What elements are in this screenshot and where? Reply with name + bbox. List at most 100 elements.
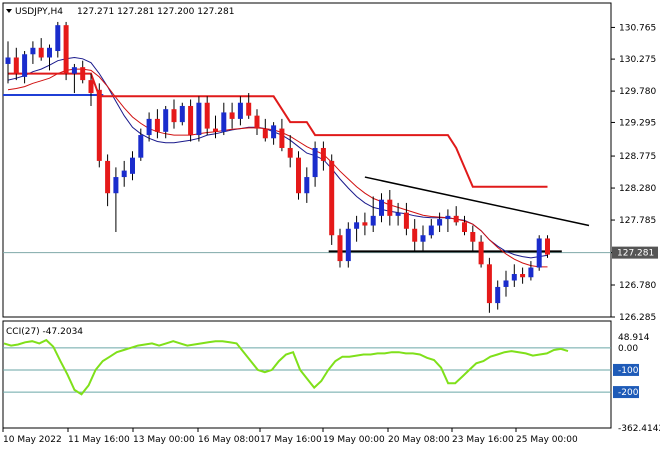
candle-body bbox=[320, 147, 326, 161]
candle-body bbox=[412, 228, 418, 242]
candle-body bbox=[38, 47, 44, 58]
candle-body bbox=[71, 67, 77, 74]
x-axis-tick-label: 23 May 16:00 bbox=[452, 435, 514, 445]
candle-body bbox=[486, 264, 492, 304]
candle-body bbox=[229, 112, 235, 119]
cci-panel-frame bbox=[2, 320, 612, 429]
candle-body bbox=[221, 112, 227, 132]
candle-body bbox=[130, 157, 135, 174]
price-header-symbol: USDJPY,H4 bbox=[15, 7, 63, 17]
cci-header: CCI(27) -47.2034 bbox=[6, 327, 83, 337]
candle-body bbox=[395, 212, 401, 216]
candle-body bbox=[213, 128, 218, 132]
candle-body bbox=[279, 128, 285, 148]
price-axis-tick-label: 126.780 bbox=[619, 281, 656, 291]
price-axis-tick-label: 127.785 bbox=[619, 216, 656, 226]
candle-body bbox=[312, 147, 318, 178]
candle-body bbox=[462, 222, 467, 233]
candle-body bbox=[47, 47, 52, 58]
last-price-tag-label: 127.281 bbox=[617, 249, 654, 259]
candle-body bbox=[387, 199, 393, 216]
candle-body bbox=[453, 215, 459, 223]
candle-body bbox=[13, 57, 19, 74]
candle-body bbox=[121, 170, 127, 178]
candle-body bbox=[420, 235, 426, 242]
price-axis-tick-label: 126.285 bbox=[619, 313, 656, 323]
menu-triangle-icon[interactable] bbox=[6, 9, 12, 13]
candle-body bbox=[403, 212, 409, 229]
candle-body bbox=[254, 115, 260, 129]
candle-body bbox=[237, 102, 243, 119]
x-axis-tick-label: 10 May 2022 bbox=[3, 435, 62, 445]
cci-level-tag bbox=[613, 386, 639, 399]
candle-body bbox=[445, 215, 451, 220]
candle-body bbox=[154, 118, 160, 132]
candle-body bbox=[379, 199, 384, 216]
candle-body bbox=[88, 80, 94, 94]
candle-body bbox=[138, 135, 144, 158]
candle-body bbox=[55, 25, 61, 52]
axis-layer: 130.765 130.275 129.780 129.295 128.775 128.2… bbox=[2, 23, 660, 445]
x-axis-tick-label: 19 May 00:00 bbox=[323, 435, 385, 445]
candle-body bbox=[204, 102, 210, 129]
candle-body bbox=[337, 235, 343, 262]
candle-body bbox=[96, 89, 102, 161]
cci-level-tag-label: -100 bbox=[618, 366, 639, 376]
candle-body bbox=[354, 222, 360, 229]
cci-axis-tick-label: 48.914 bbox=[618, 333, 650, 343]
candle-body bbox=[262, 128, 268, 139]
candle-body bbox=[287, 147, 293, 158]
candle-body bbox=[329, 160, 335, 236]
price-panel-frame bbox=[2, 2, 612, 318]
price-axis-tick-label: 130.765 bbox=[619, 23, 656, 33]
x-axis-tick-label: 16 May 08:00 bbox=[198, 435, 260, 445]
price-axis-tick-label: 129.295 bbox=[619, 118, 656, 128]
candle-body bbox=[163, 109, 169, 132]
candle-body bbox=[146, 118, 152, 136]
price-layer bbox=[3, 21, 611, 313]
price-axis-tick-label: 128.280 bbox=[619, 184, 656, 194]
price-header-ohlc: 127.271 127.281 127.200 127.281 bbox=[77, 7, 234, 17]
candle-body bbox=[370, 215, 376, 226]
x-axis-tick-label: 25 May 00:00 bbox=[516, 435, 578, 445]
candle-body bbox=[437, 219, 443, 226]
resistance-trendline bbox=[364, 176, 590, 227]
candle-body bbox=[296, 157, 301, 194]
candle-body bbox=[520, 274, 526, 278]
cci-layer bbox=[3, 338, 611, 396]
price-axis-tick-label: 129.780 bbox=[619, 87, 656, 97]
candle-body bbox=[171, 109, 177, 123]
candle-body bbox=[188, 105, 194, 136]
candle-body bbox=[271, 125, 277, 139]
x-axis-tick-label: 11 May 16:00 bbox=[68, 435, 130, 445]
candle-body bbox=[478, 241, 484, 265]
candle-body bbox=[345, 228, 351, 262]
price-axis-tick-label: 130.275 bbox=[619, 55, 656, 65]
candle-body bbox=[528, 267, 534, 278]
candle-body bbox=[536, 238, 542, 268]
x-axis-tick-label: 17 May 16:00 bbox=[260, 435, 322, 445]
candle-body bbox=[246, 102, 252, 116]
candle-body bbox=[5, 57, 11, 64]
cci-line bbox=[3, 338, 569, 396]
candle-body bbox=[113, 177, 119, 194]
last-price-tag bbox=[612, 246, 658, 259]
candle-body bbox=[63, 25, 69, 74]
candle-body bbox=[196, 102, 202, 136]
candle-body bbox=[545, 238, 550, 255]
candle-body bbox=[105, 160, 111, 194]
candle-body bbox=[503, 280, 509, 287]
candle-body bbox=[362, 222, 368, 226]
cci-axis-tick-label: -362.4142 bbox=[618, 424, 660, 434]
candle-body bbox=[30, 47, 36, 55]
cci-axis-tick-label: 0.00 bbox=[618, 344, 638, 354]
cci-level-tag-label: -200 bbox=[618, 388, 639, 398]
price-axis-tick-label: 128.775 bbox=[619, 152, 656, 162]
candle-body bbox=[22, 54, 28, 77]
candle-body bbox=[495, 286, 501, 304]
candle-body bbox=[511, 274, 517, 281]
x-axis-tick-label: 13 May 00:00 bbox=[133, 435, 195, 445]
candle-body bbox=[428, 225, 434, 236]
cci-level-tag bbox=[613, 363, 639, 376]
